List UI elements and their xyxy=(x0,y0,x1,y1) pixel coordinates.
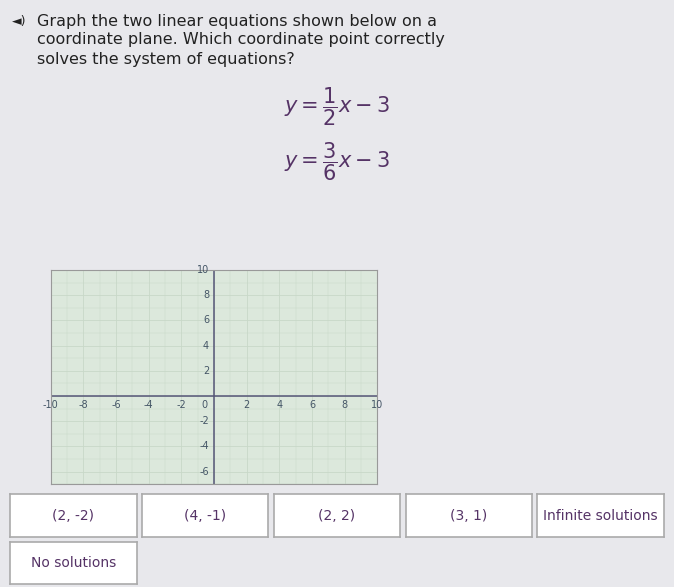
Text: -2: -2 xyxy=(177,400,186,410)
Text: 10: 10 xyxy=(197,265,209,275)
Text: 8: 8 xyxy=(203,290,209,300)
Text: 2: 2 xyxy=(203,366,209,376)
Text: No solutions: No solutions xyxy=(31,556,116,570)
Text: 4: 4 xyxy=(276,400,282,410)
Text: 4: 4 xyxy=(203,340,209,350)
Text: (4, -1): (4, -1) xyxy=(184,509,226,522)
Text: (3, 1): (3, 1) xyxy=(450,509,487,522)
Text: $y = \dfrac{1}{2}x - 3$: $y = \dfrac{1}{2}x - 3$ xyxy=(284,85,390,127)
Text: $y = \dfrac{3}{6}x - 3$: $y = \dfrac{3}{6}x - 3$ xyxy=(284,141,390,183)
Text: 2: 2 xyxy=(243,400,250,410)
Text: coordinate plane. Which coordinate point correctly: coordinate plane. Which coordinate point… xyxy=(37,32,445,48)
Text: -2: -2 xyxy=(200,416,209,426)
Text: -4: -4 xyxy=(200,441,209,451)
Text: 6: 6 xyxy=(309,400,315,410)
Text: -6: -6 xyxy=(111,400,121,410)
Text: -4: -4 xyxy=(144,400,154,410)
Text: 8: 8 xyxy=(342,400,348,410)
Text: -10: -10 xyxy=(42,400,59,410)
Text: 6: 6 xyxy=(203,315,209,325)
Text: (2, 2): (2, 2) xyxy=(318,509,356,522)
Text: -8: -8 xyxy=(78,400,88,410)
Text: Infinite solutions: Infinite solutions xyxy=(543,509,658,522)
Text: ◄): ◄) xyxy=(12,15,27,28)
Text: Graph the two linear equations shown below on a: Graph the two linear equations shown bel… xyxy=(37,14,437,29)
Text: -6: -6 xyxy=(200,467,209,477)
Text: 0: 0 xyxy=(202,400,208,410)
Text: solves the system of equations?: solves the system of equations? xyxy=(37,52,295,67)
Text: (2, -2): (2, -2) xyxy=(53,509,94,522)
Text: 10: 10 xyxy=(371,400,384,410)
